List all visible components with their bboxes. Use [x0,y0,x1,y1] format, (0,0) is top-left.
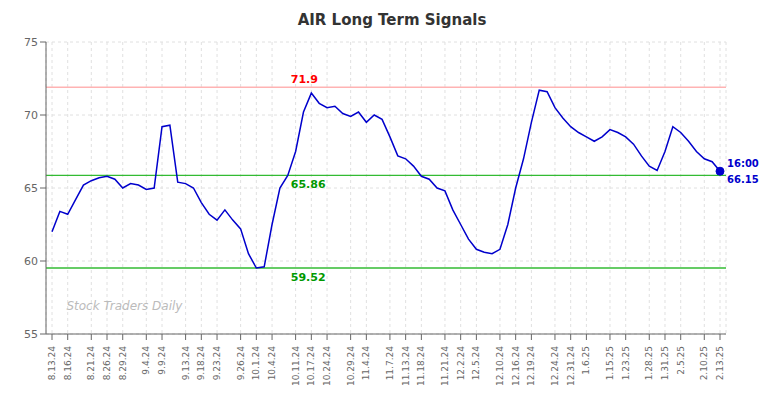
svg-text:10.17.24: 10.17.24 [306,346,316,386]
svg-text:8.21.24: 8.21.24 [86,346,96,381]
html-text:AIR Long Term Signals: AIR Long Term Signals [297,11,487,29]
svg-text:70: 70 [24,109,38,122]
svg-text:8.13.24: 8.13.24 [47,346,57,381]
svg-text:66.15: 66.15 [727,174,759,185]
svg-text:10.24.24: 10.24.24 [322,346,332,386]
svg-text:75: 75 [24,36,38,49]
svg-text:1.6.25: 1.6.25 [581,346,591,375]
svg-text:12.31.24: 12.31.24 [566,346,576,386]
svg-text:10.11.24: 10.11.24 [291,346,301,386]
svg-text:12.5.24: 12.5.24 [471,346,481,381]
svg-text:11.4.24: 11.4.24 [361,346,371,381]
svg-text:10.4.24: 10.4.24 [267,346,277,381]
svg-text:12.16.24: 12.16.24 [511,346,521,386]
svg-text:1.23.25: 1.23.25 [621,346,631,380]
svg-text:8.16.24: 8.16.24 [63,346,73,381]
html-text:Stock Traders Daily: Stock Traders Daily [66,298,183,313]
svg-text:59.52: 59.52 [291,271,326,284]
svg-text:9.18.24: 9.18.24 [196,346,206,381]
svg-text:8.26.24: 8.26.24 [102,346,112,381]
svg-text:9.26.24: 9.26.24 [236,346,246,381]
svg-text:71.9: 71.9 [291,73,318,86]
svg-text:60: 60 [24,255,38,268]
svg-text:8.29.24: 8.29.24 [118,346,128,381]
svg-text:1.15.25: 1.15.25 [605,346,615,380]
svg-text:16:00: 16:00 [727,158,759,169]
svg-text:11.21.24: 11.21.24 [440,346,450,386]
svg-text:12.19.24: 12.19.24 [526,346,536,386]
svg-text:9.13.24: 9.13.24 [181,346,191,381]
svg-text:9.9.24: 9.9.24 [157,346,167,375]
svg-text:9.4.24: 9.4.24 [141,346,151,375]
svg-text:2.5.25: 2.5.25 [676,346,686,375]
svg-text:9.23.24: 9.23.24 [212,346,222,381]
svg-text:11.13.24: 11.13.24 [401,346,411,386]
svg-text:2.13.25: 2.13.25 [715,346,725,380]
svg-text:11.7.24: 11.7.24 [385,346,395,381]
svg-text:11.18.24: 11.18.24 [416,346,426,386]
svg-text:55: 55 [24,328,38,341]
svg-text:10.29.24: 10.29.24 [346,346,356,386]
svg-text:1.31.25: 1.31.25 [660,346,670,380]
svg-text:1.28.25: 1.28.25 [644,346,654,380]
svg-text:65.86: 65.86 [291,178,326,191]
svg-text:12.24.24: 12.24.24 [550,346,560,386]
svg-text:12.2.24: 12.2.24 [456,346,466,381]
svg-text:65: 65 [24,182,38,195]
svg-text:10.1.24: 10.1.24 [251,346,261,381]
svg-text:2.10.25: 2.10.25 [699,346,709,380]
svg-text:12.10.24: 12.10.24 [495,346,505,386]
